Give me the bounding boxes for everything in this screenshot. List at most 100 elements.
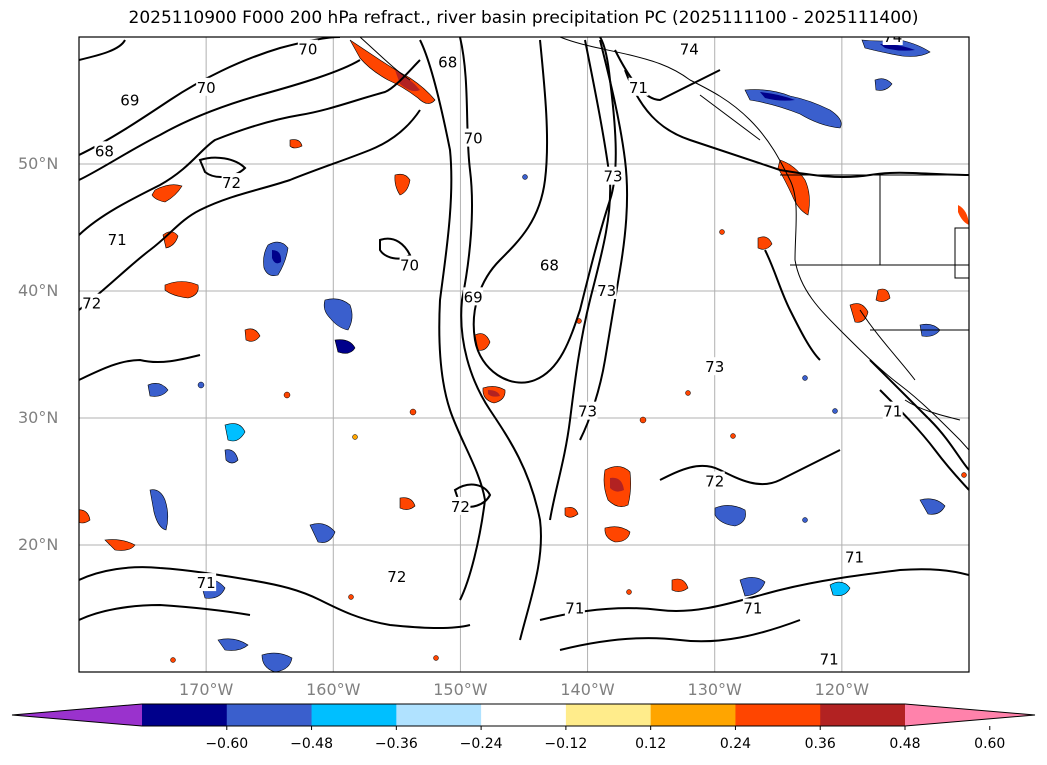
contour-label: 68 <box>95 142 114 160</box>
colorbar-segment <box>396 704 482 726</box>
contour-line <box>419 39 487 601</box>
colorbar <box>11 703 1036 730</box>
contour-label-background <box>882 37 903 45</box>
precip-dots <box>170 174 967 663</box>
contour-line <box>624 69 969 179</box>
contour-label-background <box>564 598 585 617</box>
map-background <box>79 37 969 672</box>
contour-label: 71 <box>743 600 762 618</box>
contour-line <box>659 449 841 486</box>
contour-label-background <box>196 77 217 96</box>
colorbar-segment <box>226 704 313 726</box>
colorbar-segment <box>820 704 906 726</box>
colorbar-segment <box>142 704 228 726</box>
contour-label-background <box>679 39 700 58</box>
contour-line <box>764 249 821 361</box>
contour-label-background <box>882 401 903 420</box>
contour-line <box>472 37 617 384</box>
contour-label-background <box>81 293 102 312</box>
colorbar-tick-label: 0.48 <box>889 736 921 752</box>
precip-blob-negative <box>263 241 356 354</box>
longitude-label: 160°W <box>306 680 361 699</box>
contour-line <box>79 566 471 630</box>
colorbar-segment <box>735 704 821 726</box>
colorbar-tick-label: 0.24 <box>719 736 752 752</box>
contour-label: 73 <box>578 403 597 421</box>
contour-label-background <box>577 401 598 420</box>
colorbar-segment <box>565 704 652 726</box>
longitude-label: 130°W <box>687 680 742 699</box>
contour-label-background <box>463 287 484 306</box>
contour-label-background <box>221 173 242 192</box>
contour-label-background <box>119 90 140 109</box>
precip-blob-positive <box>474 303 869 404</box>
precip-blob-positive <box>79 139 891 592</box>
colorbar-tick-label: −0.12 <box>544 736 588 752</box>
contour-label: 68 <box>438 53 457 71</box>
colorbar-tick-label: 0.60 <box>974 736 1006 752</box>
latitude-label: 50°N <box>18 154 59 173</box>
contour-label: 71 <box>108 231 127 249</box>
contour-label-background <box>539 255 560 274</box>
contour-line <box>559 619 801 651</box>
contour-label: 72 <box>387 568 406 586</box>
contour-label-background <box>844 547 865 566</box>
precip-blob-positive <box>349 39 436 104</box>
contour-label-background <box>463 128 484 147</box>
precip-blob-positive <box>104 466 631 551</box>
colorbar-tick-label: 0.12 <box>635 736 667 752</box>
contour-line <box>79 354 201 381</box>
contour-label: 74 <box>883 28 902 46</box>
contour-label-background <box>603 166 623 185</box>
contour-label-background <box>107 230 128 249</box>
contour-label-background <box>196 573 217 592</box>
precipitation-shading <box>79 39 969 672</box>
map-frame <box>78 36 970 673</box>
contour-label: 71 <box>883 403 902 421</box>
contour-label-background <box>704 357 725 376</box>
colorbar-tick-label: 0.36 <box>804 736 836 752</box>
longitude-label: 170°W <box>178 680 234 699</box>
contour-label: 70 <box>464 130 483 148</box>
contour-line <box>79 59 421 236</box>
colorbar-tick-label: −0.60 <box>205 736 249 752</box>
contour-label: 68 <box>540 257 559 275</box>
contour-line <box>614 49 721 102</box>
contour-labels: 69 70 70 68 70 68 72 71 72 70 69 68 71 74 74 73 73 73 73 72… <box>81 28 903 668</box>
contour-label-background <box>94 141 115 160</box>
contour-label: 69 <box>464 288 483 306</box>
contour-label: 71 <box>565 600 584 618</box>
longitude-label: 120°W <box>814 680 870 699</box>
latitude-label: 30°N <box>18 408 59 427</box>
contour-line <box>79 59 361 181</box>
colorbar-extend-max <box>905 704 1035 726</box>
contour-label-background <box>628 77 649 96</box>
gridlines <box>79 37 969 672</box>
contour-label: 71 <box>629 79 648 97</box>
contour-line <box>379 237 412 260</box>
contour-label: 72 <box>222 174 241 192</box>
colorbar-segment <box>650 704 736 726</box>
contour-label: 72 <box>451 498 470 516</box>
contour-label: 74 <box>680 41 699 59</box>
map-title: 2025110900 F000 200 hPa refract., river … <box>128 8 919 28</box>
colorbar-tick-label: −0.48 <box>290 736 333 752</box>
contour-label-background <box>297 39 318 58</box>
colorbar-segment <box>481 704 567 726</box>
contour-label-background <box>819 649 840 668</box>
contour-label-background <box>450 496 471 515</box>
contour-label: 73 <box>597 282 616 300</box>
contour-line <box>549 39 612 521</box>
contour-label: 71 <box>845 549 864 567</box>
contour-label-background <box>399 255 420 274</box>
contour-label: 73 <box>705 358 724 376</box>
contour-label-background <box>742 598 763 617</box>
contour-label: 69 <box>120 92 139 110</box>
latitude-label: 40°N <box>18 281 59 300</box>
colorbar-extend-min <box>12 704 142 726</box>
contour-label: 70 <box>400 257 419 275</box>
colorbar-tick-label: −0.36 <box>374 736 418 752</box>
contour-label: 72 <box>705 473 724 491</box>
contour-line <box>539 568 969 621</box>
contour-label: 72 <box>82 295 101 313</box>
